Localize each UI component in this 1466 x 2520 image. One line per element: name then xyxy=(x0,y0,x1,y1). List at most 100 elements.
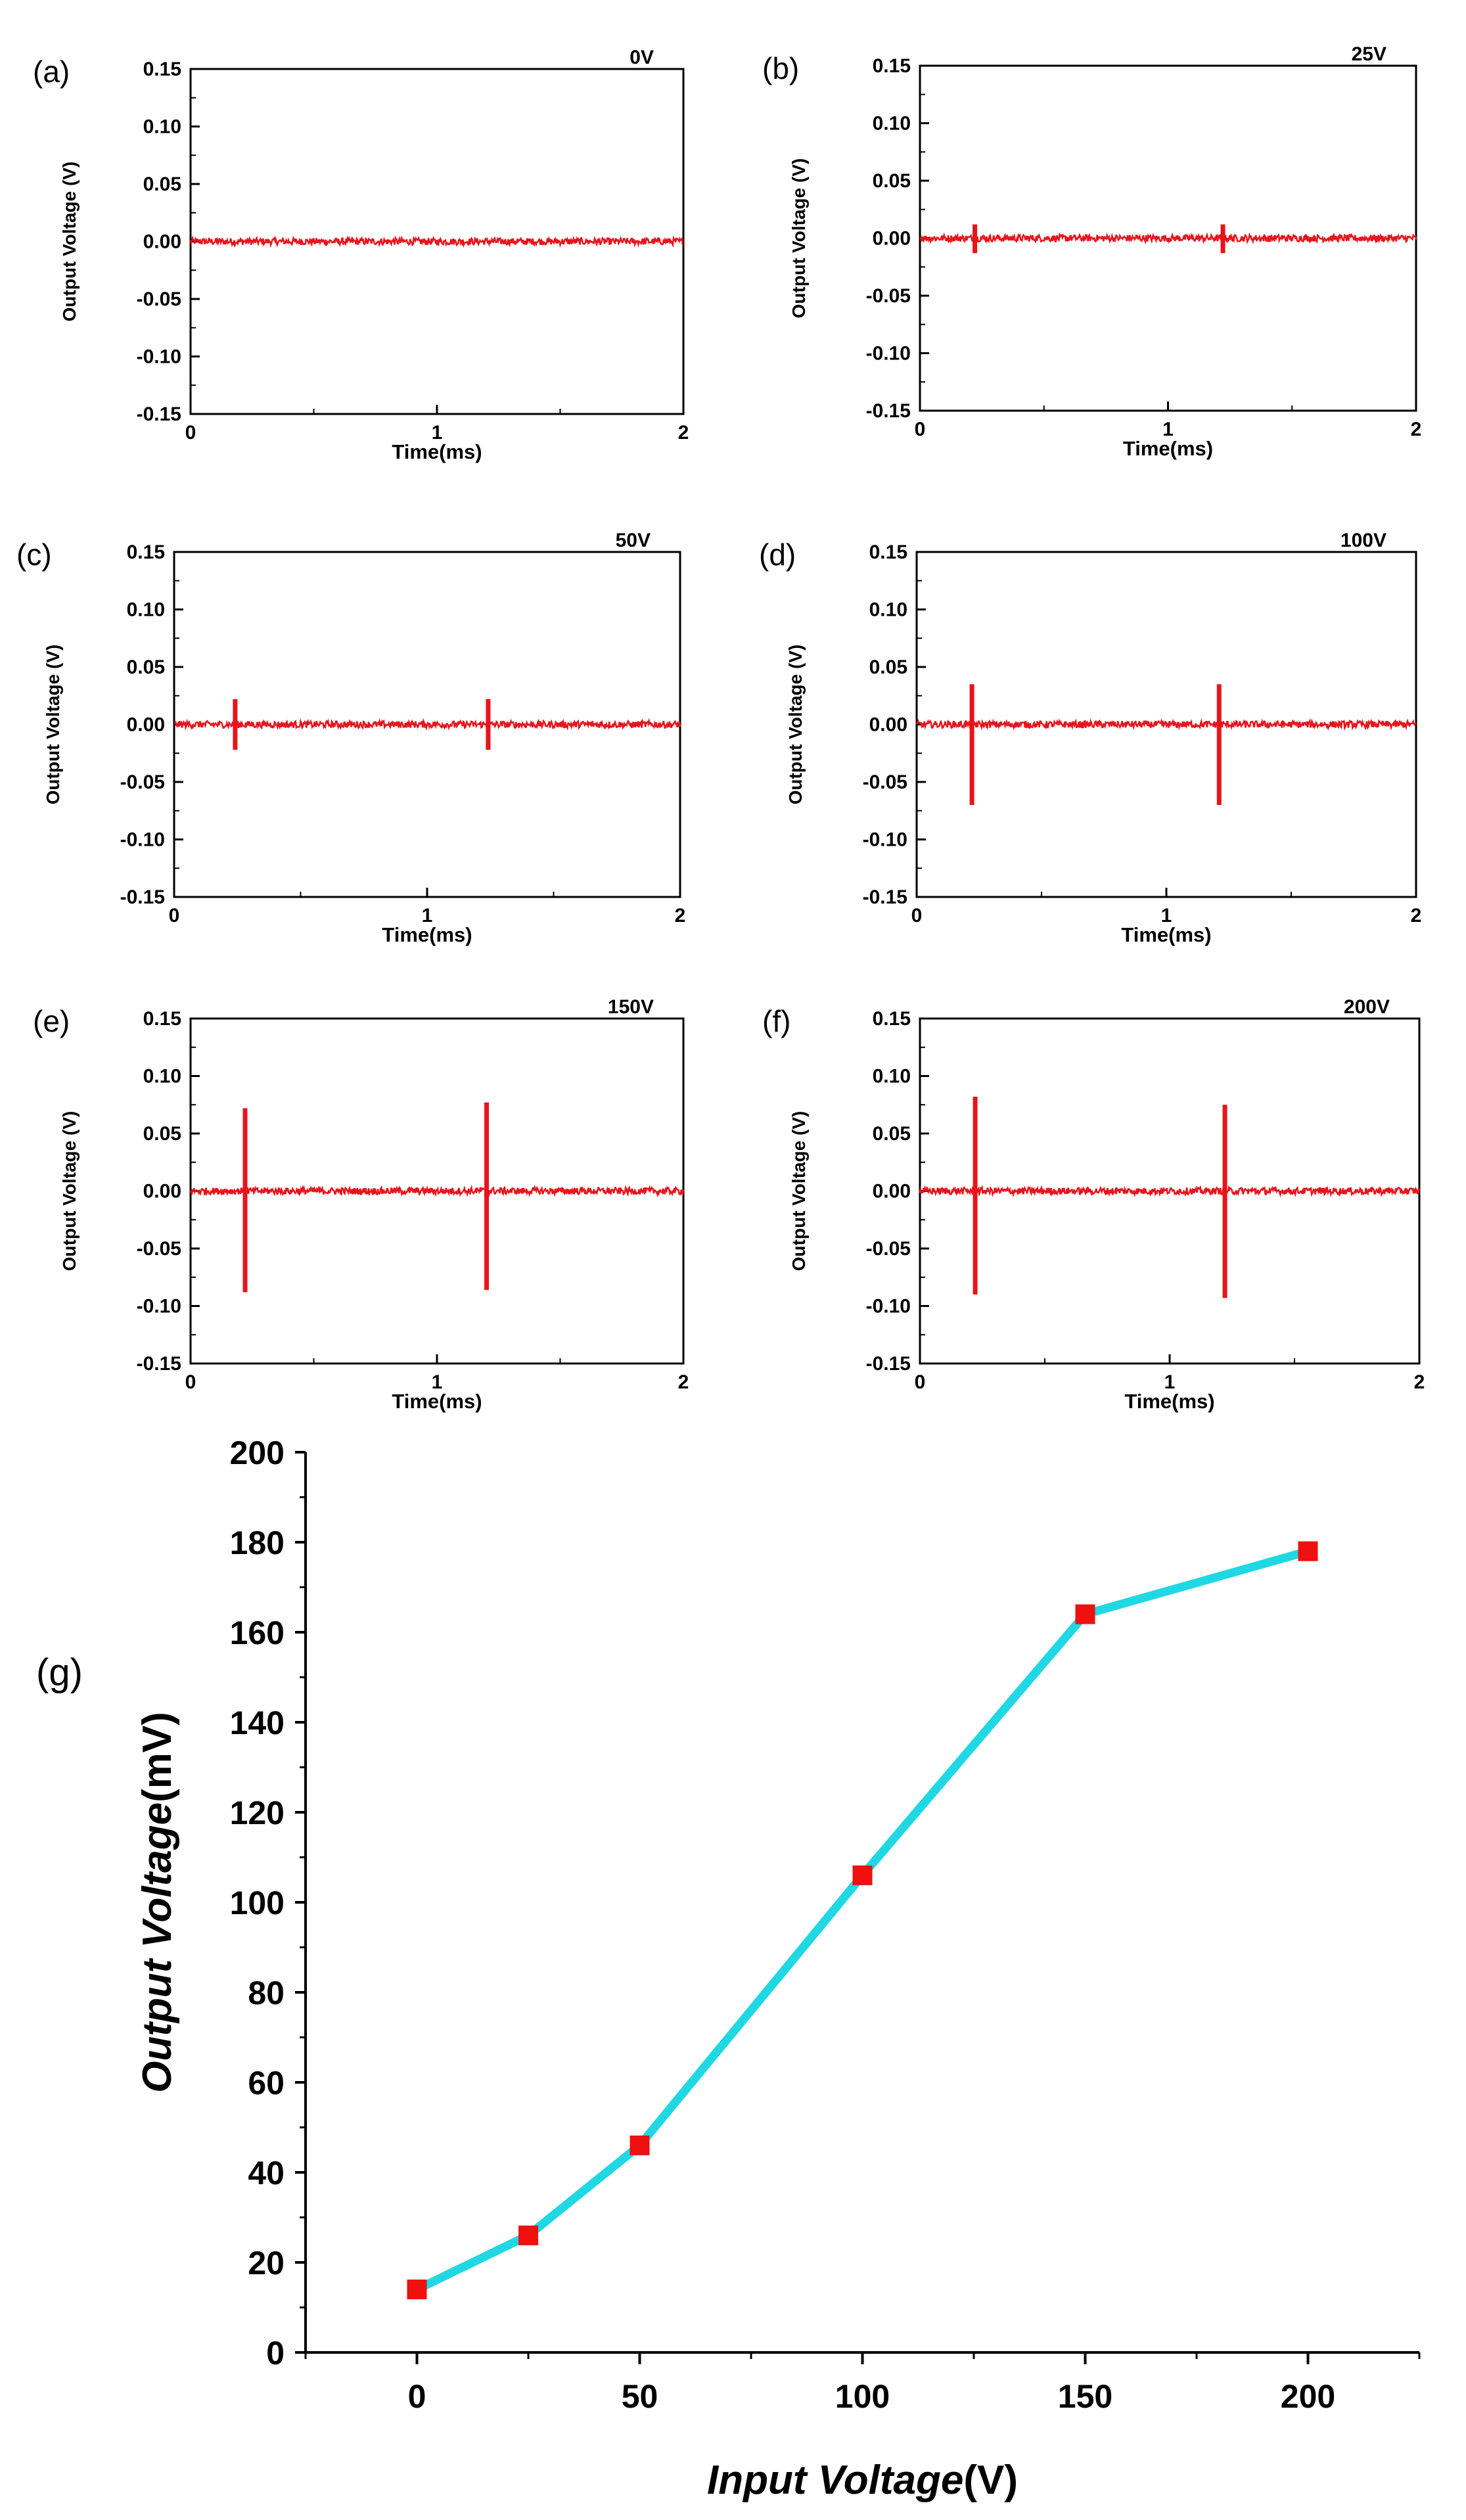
x-axis-title: Time(ms) xyxy=(1121,923,1211,946)
data-point xyxy=(630,2135,650,2155)
x-tick-label: 1 xyxy=(432,1371,443,1393)
y-tick-label: -0.10 xyxy=(866,343,911,365)
panel-label: (d) xyxy=(759,538,796,572)
panel-b: 0.15 0.10 0.05 0.00 -0.05 -0.10 -0.150 1 2 Time(m… xyxy=(762,43,1421,460)
data-point xyxy=(407,2279,427,2300)
x-tick-label: 200 xyxy=(1281,2378,1335,2415)
x-tick-label: 0 xyxy=(408,2378,426,2415)
y-tick-label: -0.10 xyxy=(137,346,181,368)
data-point xyxy=(1298,1541,1318,1561)
y-tick-label: 0.10 xyxy=(873,113,911,135)
y-tick-label: -0.05 xyxy=(137,288,181,310)
y-axis-title: Output Voltage (V) xyxy=(785,645,806,805)
y-tick-label: -0.15 xyxy=(137,1353,181,1375)
signal-trace xyxy=(915,718,1417,731)
x-tick-label: 50 xyxy=(622,2378,658,2415)
y-tick-label: 180 xyxy=(230,1524,285,1561)
y-tick-label: -0.10 xyxy=(137,1296,181,1317)
x-tick-label: 1 xyxy=(422,905,433,927)
signal-trace xyxy=(189,1184,685,1198)
y-tick-label: 0.10 xyxy=(869,599,907,621)
pulse-spike xyxy=(1220,224,1225,254)
signal-trace xyxy=(189,235,684,248)
x-tick-label: 2 xyxy=(678,422,689,444)
panel-f: 0.15 0.10 0.05 0.00 -0.05 -0.10 -0.150 1 2 Time(m… xyxy=(762,996,1425,1413)
y-tick-label: 0 xyxy=(266,2335,285,2371)
x-tick-label: 0 xyxy=(169,905,180,927)
y-tick-label: 0.15 xyxy=(143,1008,181,1030)
panel-label: (e) xyxy=(33,1004,70,1038)
panel-label: (c) xyxy=(16,538,52,572)
pulse-spike xyxy=(1216,684,1222,805)
y-tick-label: 0.00 xyxy=(143,231,181,253)
panel-label: (b) xyxy=(762,51,799,85)
y-tick-label: 20 xyxy=(248,2245,285,2281)
y-tick-label: 0.05 xyxy=(143,173,181,195)
y-tick-label: 0.15 xyxy=(143,58,181,80)
panel-c: 0.15 0.10 0.05 0.00 -0.05 -0.10 -0.150 1 2 Time(m… xyxy=(16,530,685,946)
x-axis-title: Time(ms) xyxy=(1123,437,1213,460)
y-tick-label: -0.15 xyxy=(120,886,165,908)
x-tick-label: 1 xyxy=(1164,1371,1176,1393)
y-tick-label: -0.05 xyxy=(137,1238,181,1260)
y-tick-label: 160 xyxy=(230,1615,285,1651)
y-axis-title-unit: (mV) xyxy=(135,1712,180,1802)
panel-g: 0 20 40 60 80 100 120 140 160 180 200 0 50 100 150 200 (… xyxy=(36,1434,1421,2503)
x-tick-label: 1 xyxy=(1161,905,1172,927)
y-tick-label: 0.05 xyxy=(869,656,907,678)
x-axis-title: Time(ms) xyxy=(1124,1390,1214,1413)
x-axis-title-main: Input Voltage xyxy=(707,2458,963,2503)
y-tick-label: 0.05 xyxy=(127,656,165,678)
y-tick-label: 100 xyxy=(230,1885,285,1921)
y-tick-label: 0.05 xyxy=(873,1123,911,1145)
x-tick-label: 150 xyxy=(1058,2378,1112,2415)
panel-a: 0.15 0.10 0.05 0.00 -0.05 -0.10 -0.150 1 2 Time(m… xyxy=(33,47,689,463)
x-tick-label: 2 xyxy=(1411,905,1422,927)
y-tick-label: 0.00 xyxy=(127,714,165,736)
x-tick-label: 0 xyxy=(185,1371,196,1393)
y-tick-label: 200 xyxy=(230,1434,285,1471)
x-tick-label: 2 xyxy=(1414,1371,1425,1393)
pulse-spike xyxy=(973,224,978,254)
x-tick-label: 2 xyxy=(678,1371,689,1393)
x-tick-label: 100 xyxy=(835,2378,890,2415)
y-tick-label: 80 xyxy=(248,1975,285,2011)
y-tick-label: 0.15 xyxy=(873,1008,911,1030)
y-tick-label: 0.10 xyxy=(873,1066,911,1088)
pulse-spike xyxy=(233,699,238,750)
y-tick-label: 0.00 xyxy=(873,228,911,250)
pulse-spike xyxy=(242,1108,248,1293)
y-tick-label: -0.10 xyxy=(863,829,907,851)
y-tick-label: 140 xyxy=(230,1705,285,1741)
signal-trace xyxy=(919,232,1417,245)
y-axis-title-main: Output Voltage xyxy=(135,1802,180,2093)
y-axis-title: Output Voltage (V) xyxy=(59,162,80,322)
y-tick-label: -0.10 xyxy=(120,829,165,851)
y-tick-label: -0.15 xyxy=(866,400,911,422)
x-tick-label: 2 xyxy=(675,905,686,927)
x-axis-title-unit: (V) xyxy=(963,2458,1018,2503)
x-axis-title: Input Voltage(V) xyxy=(707,2458,1018,2503)
pulse-spike xyxy=(1222,1105,1227,1298)
x-tick-label: 1 xyxy=(432,422,443,444)
data-point xyxy=(852,1865,873,1885)
pulse-spike xyxy=(484,1102,489,1290)
data-point xyxy=(518,2225,538,2245)
y-tick-label: 0.05 xyxy=(873,170,911,192)
signal-trace xyxy=(919,1184,1421,1198)
voltage-annotation: 100V xyxy=(1340,530,1386,551)
panel-label: (a) xyxy=(33,55,70,89)
y-tick-label: 0.10 xyxy=(143,1066,181,1088)
panel-label: (g) xyxy=(36,1651,83,1694)
x-tick-label: 1 xyxy=(1162,419,1174,440)
voltage-annotation: 150V xyxy=(608,996,654,1018)
voltage-annotation: 25V xyxy=(1352,43,1386,65)
panel-e: 0.15 0.10 0.05 0.00 -0.05 -0.10 -0.150 1 2 Time(m… xyxy=(33,996,689,1413)
y-tick-label: 40 xyxy=(248,2155,285,2191)
y-axis-title: Output Voltage (V) xyxy=(43,645,63,805)
data-point xyxy=(1075,1604,1095,1624)
y-tick-label: 0.15 xyxy=(869,541,907,563)
y-tick-label: -0.15 xyxy=(866,1353,911,1375)
y-tick-label: 60 xyxy=(248,2065,285,2101)
